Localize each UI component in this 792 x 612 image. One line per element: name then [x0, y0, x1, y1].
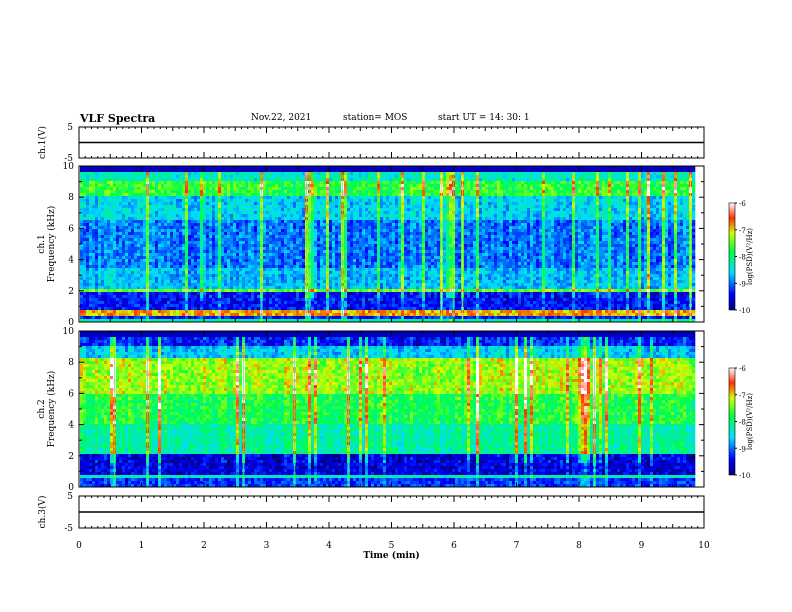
ch1-ylabel-line: Frequency (kHz): [46, 206, 57, 283]
x-tick-label: 5: [389, 541, 395, 551]
ch2-colorbar-label: log(PSD)(V²/Hz): [746, 393, 754, 450]
ch1-ytick-label: 10: [63, 162, 75, 172]
x-tick-label: 1: [139, 541, 145, 551]
ch1-colorbar: [729, 203, 735, 310]
ch2-ylabel-line: ch.2: [37, 399, 47, 418]
ch1-ylabel-line: ch.1: [37, 234, 47, 253]
ch1-colorbar-tick-label: -10: [739, 307, 750, 315]
ch1-colorbar-tick-label: -6: [739, 200, 746, 208]
x-tick-label: 10: [698, 541, 710, 551]
x-tick-label: 8: [576, 541, 582, 551]
ch2-ytick-label: 4: [68, 421, 74, 431]
ch1-ytick-label: 4: [68, 256, 74, 266]
x-tick-label: 3: [264, 541, 270, 551]
ch2-ytick-label: 2: [68, 452, 74, 462]
ch1-ytick-label: 6: [68, 224, 74, 234]
ch3-ytick-label: 5: [67, 492, 73, 502]
ch3-ytick-label: -5: [64, 524, 73, 534]
x-axis-label: Time (min): [363, 550, 420, 561]
ch2-ytick-label: 10: [63, 327, 75, 337]
ch2-ylabel-line: Frequency (kHz): [46, 371, 57, 448]
x-tick-label: 0: [76, 541, 82, 551]
ch2-colorbar-tick-label: -6: [739, 365, 746, 373]
x-tick-label: 7: [514, 541, 520, 551]
ch2-colorbar-tick-label: -8: [739, 419, 746, 427]
ch2-colorbar-tick-label: -9: [739, 445, 746, 453]
ch3-ylabel: ch.3(V): [37, 496, 48, 529]
x-tick-label: 4: [326, 541, 332, 551]
x-tick-label: 6: [451, 541, 457, 551]
ch2-ytick-label: 8: [68, 358, 74, 368]
ch1-ytick-label: 2: [68, 287, 74, 297]
ch1-spectrogram-image: [80, 166, 695, 322]
ch2-ytick-label: 6: [68, 389, 74, 399]
ch1-ytick-label: 8: [68, 193, 74, 203]
ch2-colorbar: [729, 368, 735, 475]
ch2-colorbar-tick-label: -10: [739, 472, 750, 480]
x-tick-label: 9: [639, 541, 645, 551]
ch1-ytick-label: 5: [67, 123, 73, 133]
ch1-colorbar-tick-label: -7: [739, 227, 746, 235]
ch1-colorbar-tick-label: -9: [739, 280, 746, 288]
ch1-ylabel: ch.1(V): [37, 126, 48, 159]
ch2-colorbar-tick-label: -7: [739, 392, 746, 400]
ch2-spectrogram-image: [80, 331, 695, 487]
x-tick-label: 2: [201, 541, 207, 551]
ch1-colorbar-tick-label: -8: [739, 254, 746, 262]
ch1-colorbar-label: log(PSD)(V²/Hz): [746, 228, 754, 285]
vlf-figure: 5-5ch.1(V)0246810ch.1 Frequency (kHz)-6-7…: [0, 0, 792, 612]
